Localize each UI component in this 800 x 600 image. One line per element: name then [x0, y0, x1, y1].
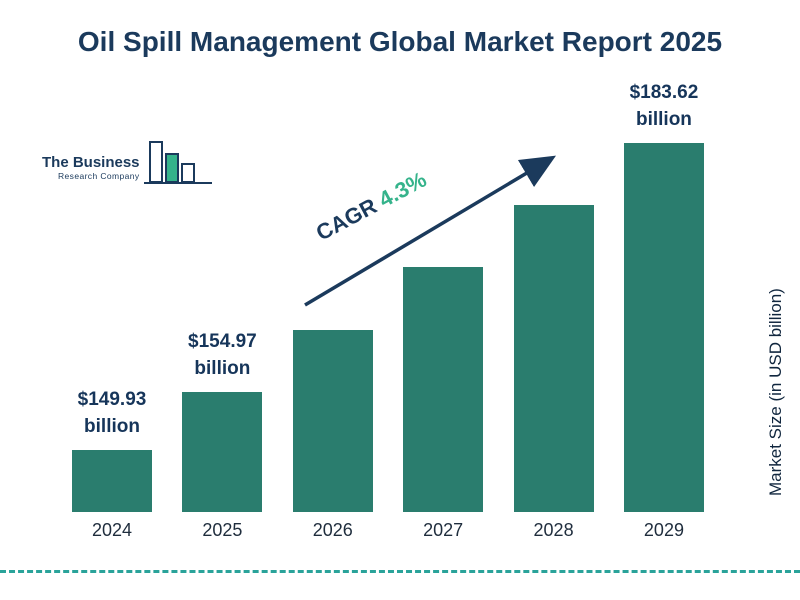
bar-column-2029: $183.62 billion 2029: [616, 79, 712, 540]
bar-2027: [403, 267, 484, 512]
data-label-2025: $154.97 billion: [188, 328, 257, 383]
x-tick-2029: 2029: [643, 520, 684, 540]
data-label-value: $154.97: [188, 330, 257, 352]
data-label-unit: billion: [84, 416, 140, 438]
data-label-2029: $183.62 billion: [630, 79, 699, 134]
bar-2028: [513, 205, 594, 512]
bar-column-2026: 2026: [285, 321, 381, 540]
x-tick-2024: 2024: [91, 520, 133, 540]
data-label-value: $149.93: [77, 388, 147, 410]
bar-column-2027: 2027: [395, 258, 491, 540]
page-title: Oil Spill Management Global Market Repor…: [77, 26, 723, 57]
x-tick-2026: 2026: [312, 520, 353, 540]
bar-2029: [623, 143, 704, 512]
x-tick-2027: 2027: [423, 520, 464, 540]
data-label-value: $183.62: [629, 81, 699, 103]
y-axis-label: Market Size (in USD billion): [766, 288, 785, 497]
logo-name-line2: Research Company: [58, 171, 140, 181]
bar-chart-logo-icon: [143, 140, 214, 197]
x-tick-2025: 2025: [202, 520, 243, 540]
data-label-unit: billion: [194, 358, 251, 380]
bar-column-2024: $149.93 billion 2024: [64, 386, 160, 540]
data-label-2024: $149.93 billion: [78, 386, 147, 441]
bar-2026: [292, 330, 373, 512]
trend-arrow-icon: [304, 155, 557, 307]
bar-column-2028: 2028: [506, 196, 602, 540]
bar-chart: $149.93 billion 2024 $154.97 billion 202…: [64, 79, 712, 540]
bar-column-2025: $154.97 billion 2025: [174, 328, 270, 540]
data-label-unit: billion: [635, 109, 692, 131]
logo-text: The Business Research Company: [42, 154, 140, 181]
x-tick-2028: 2028: [533, 520, 574, 540]
company-logo: The Business Research Company: [42, 140, 214, 197]
bar-2024: [72, 450, 152, 512]
bottom-dashed-divider: [0, 570, 800, 573]
logo-name-line1: The Business: [42, 154, 140, 171]
bar-2025: [182, 392, 263, 512]
